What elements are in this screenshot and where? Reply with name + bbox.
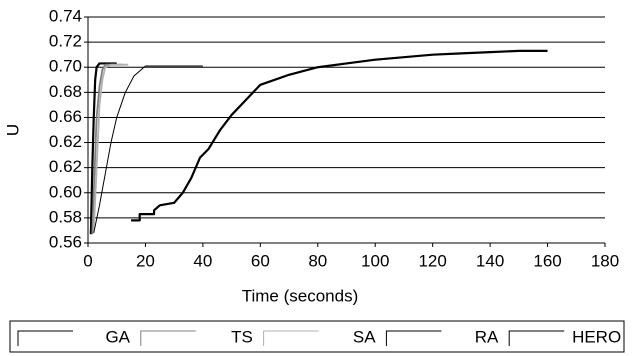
x-tick-label: 100 xyxy=(361,251,389,270)
legend-label: HERO xyxy=(572,327,621,346)
legend-swatch xyxy=(140,330,196,346)
legend-label: GA xyxy=(105,327,130,346)
x-tick-label: 140 xyxy=(476,251,504,270)
legend-swatch xyxy=(508,330,565,346)
y-tick-label: 0.66 xyxy=(49,107,82,126)
x-tick-label: 180 xyxy=(591,251,619,270)
series-line xyxy=(92,63,129,231)
x-axis-label: Time (seconds) xyxy=(242,286,359,305)
legend-swatch xyxy=(385,330,442,346)
y-tick-label: 0.74 xyxy=(49,6,82,25)
y-axis-label: U xyxy=(3,124,22,136)
y-tick-label: 0.62 xyxy=(49,132,82,151)
y-tick-label: 0.58 xyxy=(49,207,82,226)
series-line xyxy=(93,65,203,234)
y-tick-label: 0.56 xyxy=(49,232,82,251)
series-line xyxy=(131,49,548,222)
x-tick-label: 0 xyxy=(83,251,92,270)
legend-label: SA xyxy=(353,327,376,346)
x-tick-label: 40 xyxy=(193,251,212,270)
x-tick-label: 20 xyxy=(136,251,155,270)
legend-label: RA xyxy=(475,327,499,346)
y-tick-label: 0.62 xyxy=(49,157,82,176)
y-tick-label: 0.60 xyxy=(49,182,82,201)
legend-swatch xyxy=(263,330,319,346)
legend-swatch xyxy=(17,330,73,346)
y-tick-label: 0.70 xyxy=(49,57,82,76)
y-tick-label: 0.68 xyxy=(49,82,82,101)
series-line xyxy=(89,62,117,235)
x-tick-label: 80 xyxy=(308,251,327,270)
legend-label: TS xyxy=(231,327,253,346)
x-tick-label: 160 xyxy=(533,251,561,270)
x-tick-label: 120 xyxy=(418,251,446,270)
x-tick-label: 60 xyxy=(251,251,270,270)
legend-box xyxy=(9,320,625,353)
y-tick-label: 0.72 xyxy=(49,32,82,51)
